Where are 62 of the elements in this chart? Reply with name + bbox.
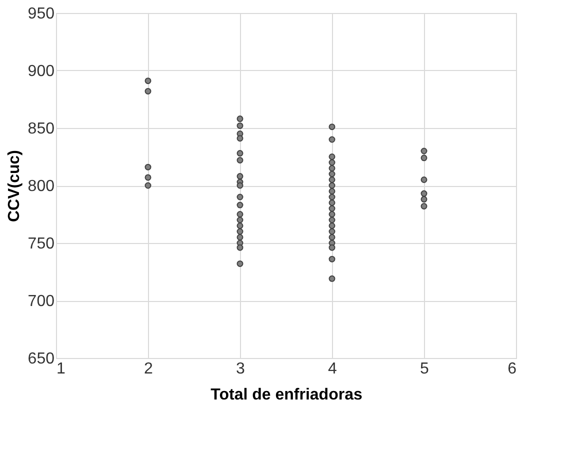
point [236,173,244,180]
y-tick-label: 700 [28,293,55,310]
x-tick-label: 3 [236,360,246,378]
point [328,124,336,130]
point [420,176,428,183]
point [328,211,336,218]
y-tick-label: 650 [28,350,55,368]
point [236,222,244,229]
point [328,170,336,178]
point [328,222,336,229]
point [236,234,244,240]
point [144,182,152,189]
point [420,154,428,162]
point [328,244,336,251]
x-tick-label: 1 [56,360,66,378]
point [236,150,244,157]
point [236,135,244,142]
point [328,159,336,166]
x-axis-title: Total de enfriadoras [210,386,362,404]
point [328,154,336,160]
point [328,205,336,212]
point [328,234,336,240]
y-tick-label: 750 [28,236,55,252]
y-tick-label: 950 [28,6,55,22]
y-tick-label: 900 [28,63,55,80]
point [236,244,244,251]
y-tick-label: 800 [28,178,55,195]
point [420,196,428,203]
point [328,182,336,189]
point [236,194,244,200]
point [420,190,428,197]
point [328,165,336,172]
point [420,202,428,210]
x-tick-label: 6 [508,360,517,378]
point [236,202,244,208]
point [236,211,244,218]
point [328,194,336,200]
point [144,88,152,94]
x-tick-label: 4 [328,360,338,378]
point [236,156,244,164]
point [144,164,152,170]
point [328,275,336,282]
point [236,116,244,122]
x-tick-label: 2 [144,360,154,378]
point [328,216,336,224]
point [328,228,336,235]
y-tick-label: 850 [28,120,55,138]
point [236,122,244,129]
point [236,228,244,235]
x-tick-label: 5 [420,360,430,378]
point [144,78,152,84]
point [328,188,336,194]
point [420,148,428,154]
point [144,174,152,181]
point [236,260,244,267]
point [236,216,244,224]
point [328,176,336,183]
point [236,182,244,189]
point [328,200,336,206]
y-axis-title: CCV(cuc) [6,150,23,222]
point [328,136,336,143]
point [328,256,336,262]
